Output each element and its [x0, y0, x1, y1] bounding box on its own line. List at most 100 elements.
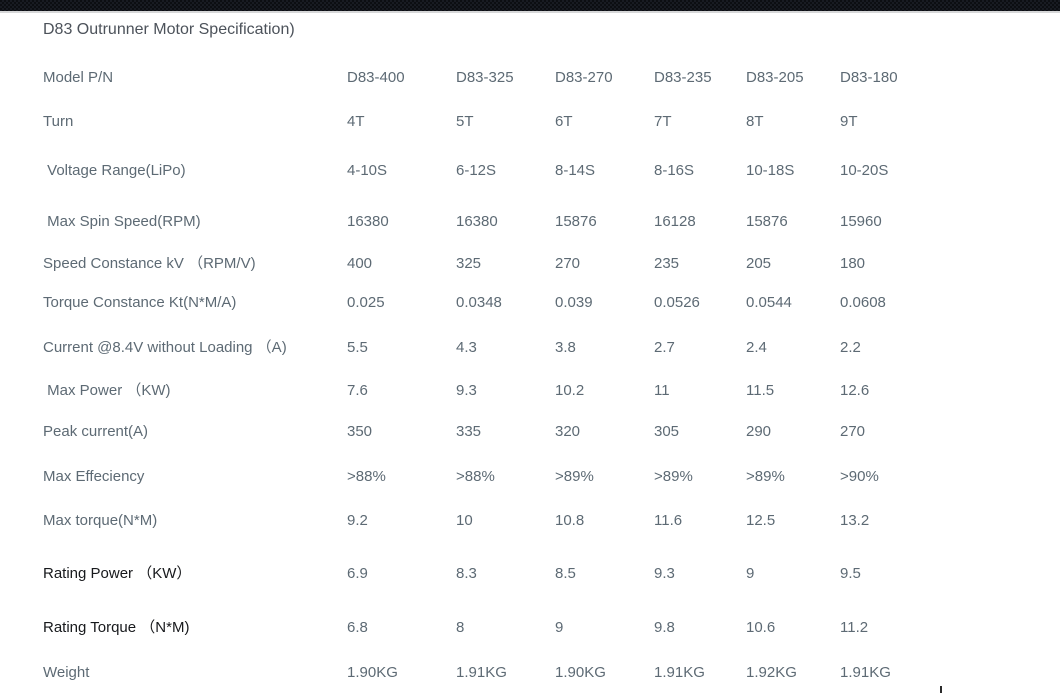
cell-value: D83-325	[456, 69, 514, 86]
cell-value: 11	[654, 382, 670, 399]
cell-value: 2.4	[746, 339, 767, 356]
table-row-model: Model P/N D83-400 D83-325 D83-270 D83-23…	[0, 68, 1060, 88]
row-label: Max Effeciency	[43, 468, 145, 485]
cell-value: 8-16S	[654, 162, 695, 179]
cell-value: 7.6	[347, 382, 368, 399]
cell-value: 0.0544	[746, 294, 792, 311]
cell-value: 9	[746, 565, 755, 582]
cell-value: 320	[555, 423, 581, 440]
table-row-rating-torque: Rating Torque （N*M) 6.8 8 9 9.8 10.6 11.…	[0, 618, 1060, 638]
cell-value: >89%	[746, 468, 785, 485]
table-row-speed-constance: Speed Constance kV （RPM/V) 400 325 270 2…	[0, 254, 1060, 274]
text-caret-mark	[940, 686, 942, 693]
cell-value: 2.2	[840, 339, 861, 356]
cell-value: 11.6	[654, 512, 683, 529]
cell-value: 6T	[555, 113, 573, 130]
cell-value: 6-12S	[456, 162, 497, 179]
cell-value: 16380	[456, 213, 498, 230]
cell-value: 9T	[840, 113, 858, 130]
cell-value: D83-400	[347, 69, 405, 86]
row-label: Torque Constance Kt(N*M/A)	[43, 294, 237, 311]
cell-value: 8.5	[555, 565, 576, 582]
cell-value: 15876	[746, 213, 788, 230]
cell-value: D83-235	[654, 69, 712, 86]
cell-value: 3.8	[555, 339, 576, 356]
cell-value: 11.5	[746, 382, 775, 399]
cell-value: 1.92KG	[746, 664, 797, 681]
cell-value: 16380	[347, 213, 389, 230]
cell-value: 10.6	[746, 619, 776, 636]
cell-value: 9.5	[840, 565, 861, 582]
cell-value: 12.6	[840, 382, 870, 399]
cell-value: 180	[840, 255, 866, 272]
cell-value: 6.9	[347, 565, 368, 582]
cell-value: 335	[456, 423, 482, 440]
cell-value: 8.3	[456, 565, 477, 582]
cell-value: 4.3	[456, 339, 477, 356]
carbon-texture-band	[0, 0, 1060, 13]
cell-value: 1.91KG	[840, 664, 891, 681]
cell-value: 15876	[555, 213, 597, 230]
cell-value: 0.025	[347, 294, 385, 311]
row-label: Max Spin Speed(RPM)	[43, 213, 201, 230]
cell-value: 0.039	[555, 294, 593, 311]
row-label: Current @8.4V without Loading （A)	[43, 339, 287, 356]
cell-value: 400	[347, 255, 373, 272]
cell-value: 4-10S	[347, 162, 388, 179]
cell-value: 0.0608	[840, 294, 886, 311]
cell-value: 12.5	[746, 512, 776, 529]
cell-value: 235	[654, 255, 680, 272]
row-label: Weight	[43, 664, 90, 681]
cell-value: 10	[456, 512, 473, 529]
table-row-torque-constance: Torque Constance Kt(N*M/A) 0.025 0.0348 …	[0, 293, 1060, 313]
row-label: Turn	[43, 113, 74, 130]
cell-value: D83-205	[746, 69, 804, 86]
row-label: Max torque(N*M)	[43, 512, 158, 529]
cell-value: 9.2	[347, 512, 368, 529]
cell-value: 1.90KG	[347, 664, 398, 681]
table-row-voltage-range: Voltage Range(LiPo) 4-10S 6-12S 8-14S 8-…	[0, 161, 1060, 181]
cell-value: D83-180	[840, 69, 898, 86]
cell-value: 13.2	[840, 512, 870, 529]
cell-value: 290	[746, 423, 772, 440]
cell-value: 1.91KG	[654, 664, 705, 681]
row-label: Peak current(A)	[43, 423, 149, 440]
cell-value: 270	[840, 423, 866, 440]
row-label: Rating Power （KW）	[43, 565, 192, 582]
cell-value: >89%	[555, 468, 594, 485]
cell-value: >90%	[840, 468, 879, 485]
cell-value: 305	[654, 423, 680, 440]
cell-value: 8-14S	[555, 162, 596, 179]
cell-value: 325	[456, 255, 482, 272]
row-label: Model P/N	[43, 69, 114, 86]
table-row-max-efficiency: Max Effeciency >88% >88% >89% >89% >89% …	[0, 467, 1060, 487]
cell-value: 8T	[746, 113, 764, 130]
cell-value: 9.8	[654, 619, 675, 636]
table-row-max-power: Max Power （KW) 7.6 9.3 10.2 11 11.5 12.6	[0, 381, 1060, 401]
page-title: D83 Outrunner Motor Specification)	[43, 21, 295, 38]
cell-value: 8	[456, 619, 465, 636]
cell-value: 205	[746, 255, 772, 272]
cell-value: 9.3	[456, 382, 477, 399]
table-row-rating-power: Rating Power （KW） 6.9 8.3 8.5 9.3 9 9.5	[0, 564, 1060, 584]
cell-value: 10.2	[555, 382, 585, 399]
table-row-max-torque: Max torque(N*M) 9.2 10 10.8 11.6 12.5 13…	[0, 511, 1060, 531]
row-label: Max Power （KW)	[43, 382, 171, 399]
cell-value: 10-20S	[840, 162, 889, 179]
cell-value: 15960	[840, 213, 882, 230]
table-row-weight: Weight 1.90KG 1.91KG 1.90KG 1.91KG 1.92K…	[0, 663, 1060, 683]
cell-value: 1.90KG	[555, 664, 606, 681]
table-row-turn: Turn 4T 5T 6T 7T 8T 9T	[0, 112, 1060, 132]
cell-value: 9	[555, 619, 564, 636]
cell-value: 4T	[347, 113, 365, 130]
cell-value: 5.5	[347, 339, 368, 356]
cell-value: >88%	[456, 468, 495, 485]
cell-value: 2.7	[654, 339, 675, 356]
table-row-peak-current: Peak current(A) 350 335 320 305 290 270	[0, 422, 1060, 442]
cell-value: 350	[347, 423, 373, 440]
row-label: Speed Constance kV （RPM/V)	[43, 255, 256, 272]
cell-value: >88%	[347, 468, 386, 485]
cell-value: 5T	[456, 113, 474, 130]
cell-value: 0.0348	[456, 294, 502, 311]
